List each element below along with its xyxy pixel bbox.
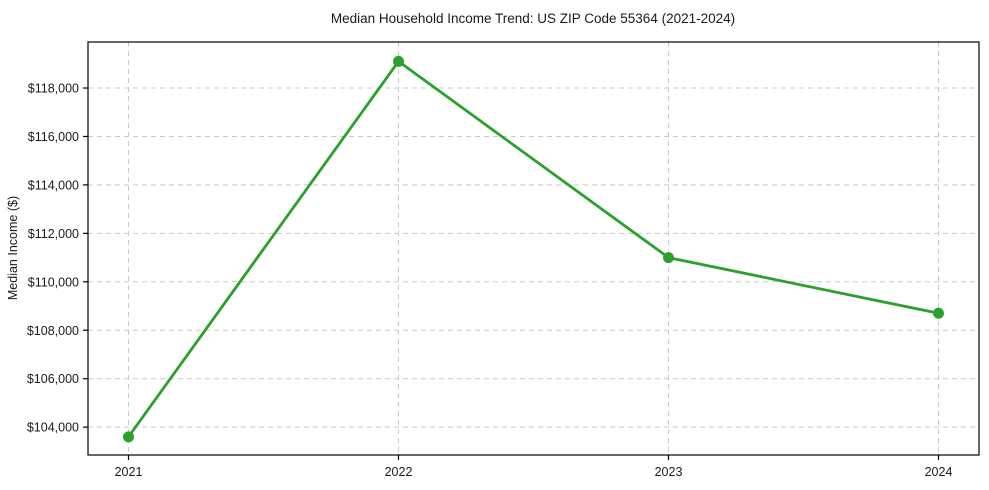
y-tick-label: $118,000 [28,82,79,96]
plot-area: $104,000 $106,000 $108,000 $110,000 $112,000… [27,41,980,479]
y-tick-label: $116,000 [28,130,79,144]
data-point [393,55,404,67]
x-tick-label: 2021 [115,465,143,479]
x-tick-label: 2024 [925,465,953,479]
plot-border [87,41,980,456]
x-tick-label: 2022 [385,465,413,479]
y-tick-label: $104,000 [27,421,79,435]
data-point [663,252,674,264]
x-tick-label: 2023 [655,465,683,479]
y-tick-label: $108,000 [27,324,79,338]
data-point [933,307,944,319]
y-tick-label: $114,000 [28,178,79,192]
data-point [123,431,134,443]
y-tick-label: $106,000 [27,372,79,386]
chart-title: Median Household Income Trend: US ZIP Co… [331,11,735,26]
trend-line [127,59,940,439]
y-tick-label: $112,000 [28,227,79,241]
y-tick-label: $110,000 [28,275,79,289]
y-axis-label: Median Income ($) [6,196,20,300]
